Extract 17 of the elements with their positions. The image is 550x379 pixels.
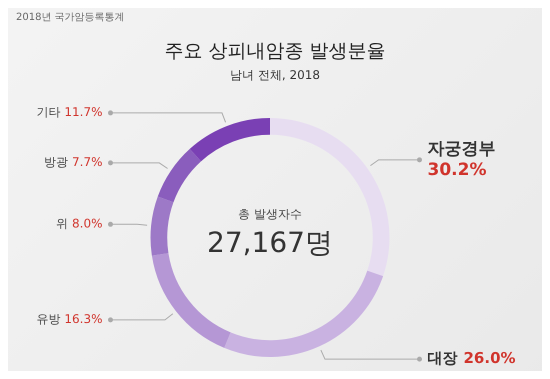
data-label: 26.0% — [464, 349, 516, 368]
slice-label: 자궁경부 — [428, 139, 496, 160]
slice-label: 유방 — [36, 312, 60, 326]
data-label: 8.0% — [72, 216, 102, 230]
chart-subtitle: 남녀 전체, 2018 — [229, 67, 321, 84]
text: 총 발생자수 — [237, 206, 303, 223]
text: 2018년 국가암등록통계 — [16, 11, 125, 24]
data-label: 16.3% — [64, 312, 102, 326]
text: 27,167명 — [206, 225, 334, 261]
chart-title: 주요 상피내암종 발생분율 — [163, 39, 387, 64]
slice-label: 대장 — [428, 349, 458, 368]
slice-label: 위 — [56, 216, 68, 230]
data-label: 7.7% — [72, 155, 102, 170]
slice-label: 방광 — [44, 155, 68, 170]
data-label: 11.7% — [64, 105, 102, 120]
data-label: 30.2% — [428, 160, 486, 180]
slice-label: 기타 — [36, 105, 60, 120]
